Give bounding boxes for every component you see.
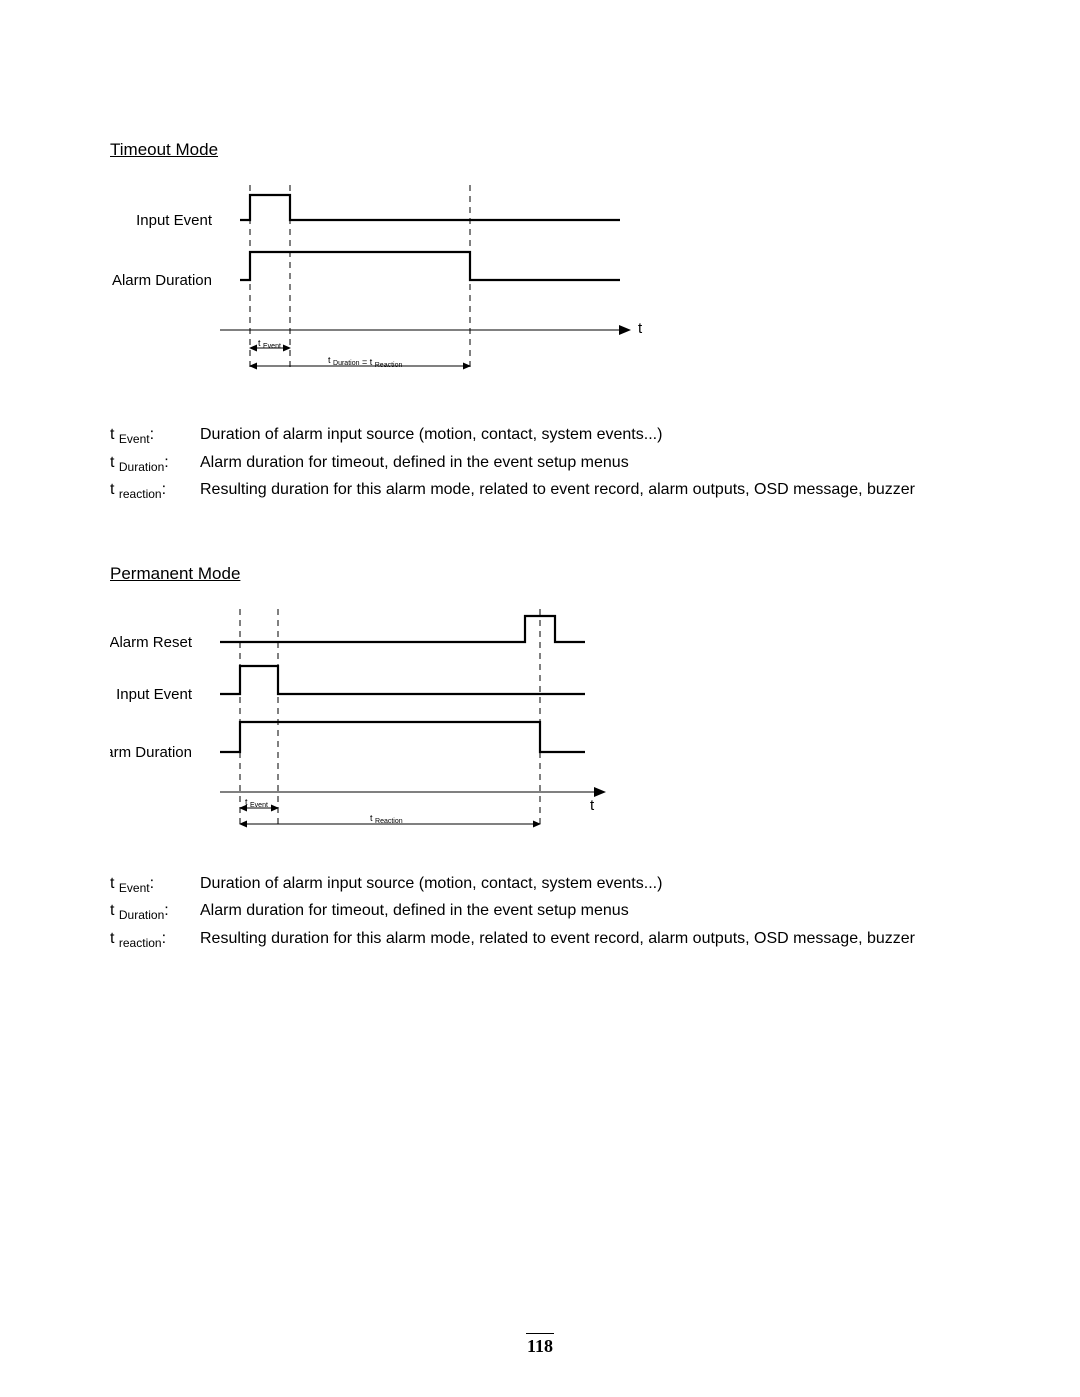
section-permanent: Permanent Mode Alarm ResetInput EventAla… [110, 564, 970, 953]
definition-text: Alarm duration for timeout, defined in t… [200, 899, 970, 922]
definition-label: t reaction: [110, 478, 200, 504]
definition-text: Resulting duration for this alarm mode, … [200, 927, 970, 950]
definition-row: t Duration:Alarm duration for timeout, d… [110, 451, 970, 477]
section2-title: Permanent Mode [110, 564, 970, 584]
definitions-timeout: t Event:Duration of alarm input source (… [110, 423, 970, 504]
svg-text:Alarm Reset: Alarm Reset [110, 634, 193, 651]
diagram-permanent: Alarm Reset Input Event Alarm Duration t t E… [110, 604, 650, 849]
svg-text:t Event: t Event [245, 797, 268, 809]
definition-text: Alarm duration for timeout, defined in t… [200, 451, 970, 474]
section-timeout: Timeout Mode Input Event Alarm Duration t t… [110, 140, 970, 504]
definitions-permanent: t Event:Duration of alarm input source (… [110, 872, 970, 953]
svg-text:Alarm Duration: Alarm Duration [110, 744, 192, 761]
svg-text:Input Event: Input Event [116, 686, 193, 703]
definition-label: t Duration: [110, 451, 200, 477]
definition-text: Resulting duration for this alarm mode, … [200, 478, 970, 501]
definition-label: t reaction: [110, 927, 200, 953]
svg-text:Input Event: Input Event [136, 212, 213, 229]
definition-row: t Event:Duration of alarm input source (… [110, 872, 970, 898]
svg-text:t: t [638, 320, 643, 337]
definition-text: Duration of alarm input source (motion, … [200, 872, 970, 895]
section1-title: Timeout Mode [110, 140, 970, 160]
definition-row: t reaction:Resulting duration for this a… [110, 927, 970, 953]
svg-text:t Reaction: t Reaction [370, 813, 403, 825]
svg-text:t: t [590, 797, 595, 814]
page-number-value: 118 [527, 1336, 553, 1356]
definition-row: t Duration:Alarm duration for timeout, d… [110, 899, 970, 925]
definition-text: Duration of alarm input source (motion, … [200, 423, 970, 446]
definition-label: t Event: [110, 423, 200, 449]
diagram-timeout: Input EventAlarm Durationtt Eventt Durat… [110, 180, 650, 400]
definition-row: t reaction:Resulting duration for this a… [110, 478, 970, 504]
page-number: 118 [0, 1333, 1080, 1357]
svg-text:Alarm Duration: Alarm Duration [112, 272, 212, 289]
svg-text:t Duration = t Reaction: t Duration = t Reaction [328, 355, 402, 369]
definition-label: t Duration: [110, 899, 200, 925]
definition-label: t Event: [110, 872, 200, 898]
definition-row: t Event:Duration of alarm input source (… [110, 423, 970, 449]
